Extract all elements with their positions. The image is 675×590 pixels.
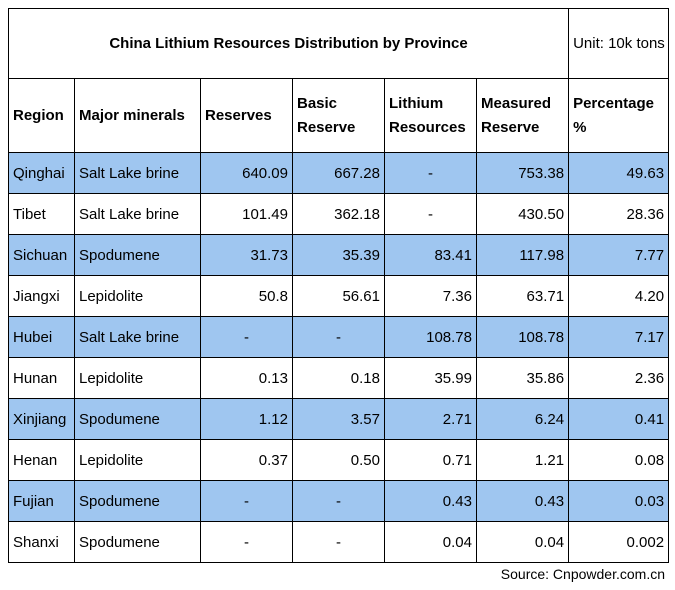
cell-reserves: 31.73 (200, 234, 293, 276)
cell-measured-reserve: 0.04 (475, 521, 570, 563)
table-row: Xinjiang Spodumene 1.12 3.57 2.71 6.24 0.41 (8, 398, 670, 440)
cell-lithium-resources: - (384, 193, 477, 235)
cell-basic-reserve: 3.57 (292, 398, 385, 440)
cell-measured-reserve: 117.98 (475, 234, 570, 276)
cell-measured-reserve: 35.86 (475, 357, 570, 399)
header-reserves: Reserves (200, 78, 293, 153)
cell-measured-reserve: 430.50 (475, 193, 570, 235)
cell-basic-reserve: - (292, 521, 385, 563)
table-row: Henan Lepidolite 0.37 0.50 0.71 1.21 0.08 (8, 439, 670, 481)
cell-reserves: - (200, 521, 293, 563)
cell-major-mineral: Salt Lake brine (74, 152, 201, 194)
cell-reserves: - (200, 480, 293, 522)
cell-reserves: 50.8 (200, 275, 293, 317)
table-row: Qinghai Salt Lake brine 640.09 667.28-753.3… (8, 152, 670, 194)
table-title: China Lithium Resources Distribution by … (7, 8, 570, 79)
cell-major-mineral: Lepidolite (74, 275, 201, 317)
cell-measured-reserve: 753.38 (475, 152, 570, 194)
cell-basic-reserve: 667.28 (292, 152, 385, 194)
cell-measured-reserve: 1.21 (475, 439, 570, 481)
cell-basic-reserve: 0.50 (292, 439, 385, 481)
cell-reserves: 640.09 (200, 152, 293, 194)
cell-reserves: 1.12 (200, 398, 293, 440)
cell-major-mineral: Salt Lake brine (74, 193, 201, 235)
table-row: Shanxi Spodumene - -0.04 0.04 0.002 (8, 521, 670, 563)
cell-basic-reserve: 362.18 (292, 193, 385, 235)
header-major-minerals: Major minerals (74, 78, 201, 153)
cell-major-mineral: Spodumene (74, 234, 201, 276)
cell-lithium-resources: 2.71 (384, 398, 477, 440)
cell-percentage: 28.36 (568, 193, 670, 235)
cell-region: Hubei (8, 316, 75, 358)
cell-measured-reserve: 6.24 (475, 398, 570, 440)
table-row: Sichuan Spodumene 31.73 35.39 83.41 117.98 7.7… (8, 234, 670, 276)
cell-lithium-resources: - (384, 152, 477, 194)
header-lithium-resources: Lithium Resources (384, 78, 477, 153)
cell-percentage: 7.17 (568, 316, 670, 358)
cell-percentage: 7.77 (568, 234, 670, 276)
cell-major-mineral: Salt Lake brine (74, 316, 201, 358)
header-region: Region (8, 78, 75, 153)
cell-reserves: 0.13 (200, 357, 293, 399)
cell-region: Jiangxi (8, 275, 75, 317)
source-note: Source: Cnpowder.com.cn (500, 566, 665, 582)
cell-reserves: 0.37 (200, 439, 293, 481)
cell-lithium-resources: 35.99 (384, 357, 477, 399)
cell-basic-reserve: - (292, 316, 385, 358)
title-row: China Lithium Resources Distribution by … (7, 8, 670, 79)
cell-major-mineral: Spodumene (74, 480, 201, 522)
cell-region: Fujian (8, 480, 75, 522)
table-row: Jiangxi Lepidolite 50.8 56.61 7.36 63.71 4.20 (8, 275, 670, 317)
table-body: China Lithium Resources Distribution by … (7, 8, 670, 563)
cell-measured-reserve: 108.78 (475, 316, 570, 358)
table-row: Tibet Salt Lake brine 101.49 362.18-430.50 2… (8, 193, 670, 235)
cell-basic-reserve: - (292, 480, 385, 522)
header-basic-reserve: Basic Reserve (292, 78, 385, 153)
cell-basic-reserve: 0.18 (292, 357, 385, 399)
cell-percentage: 0.002 (568, 521, 670, 563)
cell-basic-reserve: 35.39 (292, 234, 385, 276)
header-row: Region Major minerals Reserves Basic Res… (8, 78, 670, 153)
cell-basic-reserve: 56.61 (292, 275, 385, 317)
cell-lithium-resources: 108.78 (384, 316, 477, 358)
cell-percentage: 0.41 (568, 398, 670, 440)
cell-percentage: 2.36 (568, 357, 670, 399)
cell-lithium-resources: 0.04 (384, 521, 477, 563)
cell-region: Qinghai (8, 152, 75, 194)
cell-lithium-resources: 0.71 (384, 439, 477, 481)
cell-percentage: 0.03 (568, 480, 670, 522)
unit-label: Unit: 10k tons (568, 8, 670, 79)
cell-major-mineral: Lepidolite (74, 357, 201, 399)
table-row: Fujian Spodumene - -0.43 0.43 0.03 (8, 480, 670, 522)
cell-reserves: 101.49 (200, 193, 293, 235)
table-row: Hubei Salt Lake brine - -108.78 108.78 7.17 (8, 316, 670, 358)
table-row: Hunan Lepidolite 0.13 0.18 35.99 35.86 2.36 (8, 357, 670, 399)
cell-measured-reserve: 0.43 (475, 480, 570, 522)
header-percentage: Percentage % (568, 78, 670, 153)
cell-region: Henan (8, 439, 75, 481)
cell-lithium-resources: 7.36 (384, 275, 477, 317)
cell-major-mineral: Spodumene (74, 398, 201, 440)
cell-region: Hunan (8, 357, 75, 399)
cell-percentage: 4.20 (568, 275, 670, 317)
cell-lithium-resources: 83.41 (384, 234, 477, 276)
cell-region: Xinjiang (8, 398, 75, 440)
cell-region: Tibet (8, 193, 75, 235)
cell-percentage: 0.08 (568, 439, 670, 481)
cell-region: Sichuan (8, 234, 75, 276)
cell-percentage: 49.63 (568, 152, 670, 194)
cell-lithium-resources: 0.43 (384, 480, 477, 522)
header-measured-reserve: Measured Reserve (475, 78, 570, 153)
cell-major-mineral: Spodumene (74, 521, 201, 563)
cell-measured-reserve: 63.71 (475, 275, 570, 317)
cell-reserves: - (200, 316, 293, 358)
lithium-distribution-table: China Lithium Resources Distribution by … (7, 8, 670, 563)
cell-major-mineral: Lepidolite (74, 439, 201, 481)
cell-region: Shanxi (8, 521, 75, 563)
